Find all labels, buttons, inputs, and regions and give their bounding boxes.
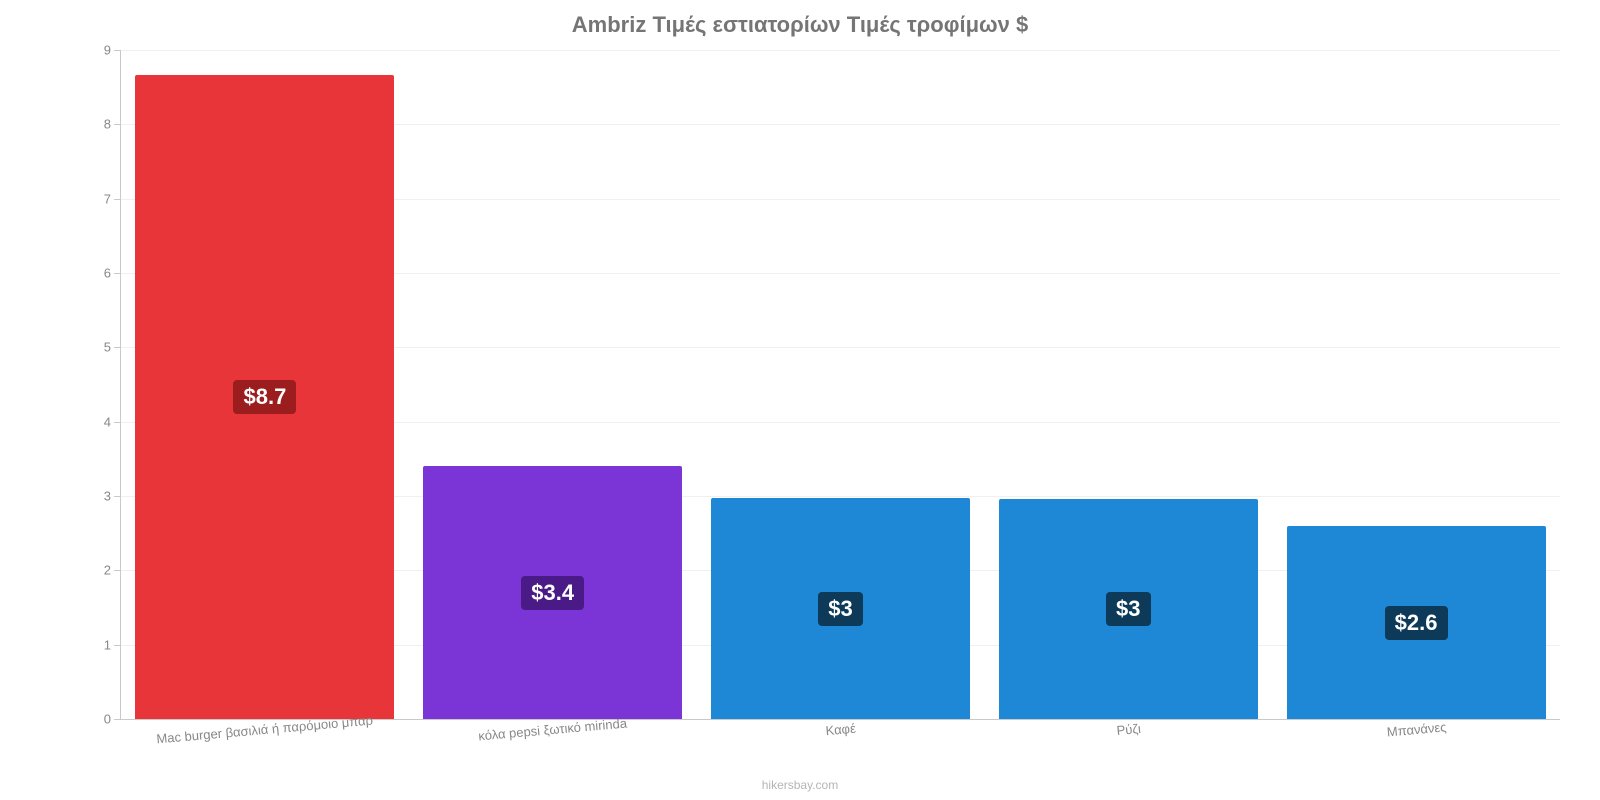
y-tick-label: 7 [81,191,111,206]
bar-value-label: $2.6 [1385,606,1448,640]
x-axis-labels: Mac burger βασιλιά ή παρόμοιο μπαρκόλα p… [120,720,1560,776]
x-tick-label: Καφέ [825,721,856,739]
bar-slot: $2.6 [1272,50,1560,719]
x-label-slot: Μπανάνες [1272,720,1560,776]
bar: $8.7 [135,75,394,719]
y-tick-label: 0 [81,712,111,727]
y-tick [114,496,121,497]
y-tick [114,273,121,274]
x-tick-label: Μπανάνες [1386,719,1447,739]
chart-title: Ambriz Τιμές εστιατορίων Τιμές τροφίμων … [0,12,1600,38]
bar-slot: $3 [984,50,1272,719]
y-tick-label: 2 [81,563,111,578]
bar-slot: $3 [697,50,985,719]
y-tick [114,124,121,125]
x-label-slot: Ρύζι [984,720,1272,776]
x-label-slot: Καφέ [696,720,984,776]
y-tick-label: 4 [81,414,111,429]
y-tick [114,422,121,423]
bar-slot: $3.4 [409,50,697,719]
y-tick-label: 6 [81,266,111,281]
y-tick [114,570,121,571]
y-tick-label: 3 [81,489,111,504]
bar: $3 [999,499,1258,719]
bar-value-label: $3 [1106,592,1150,626]
x-label-slot: Mac burger βασιλιά ή παρόμοιο μπαρ [120,720,408,776]
bar-slot: $8.7 [121,50,409,719]
y-tick [114,347,121,348]
plot-area: $8.7$3.4$3$3$2.6 0123456789 [120,50,1560,720]
y-tick-label: 8 [81,117,111,132]
bar-value-label: $3.4 [521,576,584,610]
bar: $3.4 [423,466,682,719]
x-tick-label: κόλα pepsi ξωτικό mirinda [478,716,628,744]
y-tick [114,199,121,200]
bar-chart: Ambriz Τιμές εστιατορίων Τιμές τροφίμων … [0,0,1600,800]
y-tick [114,50,121,51]
bar-value-label: $8.7 [233,380,296,414]
y-tick-label: 9 [81,43,111,58]
attribution-text: hikersbay.com [0,778,1600,792]
y-tick-label: 5 [81,340,111,355]
y-tick [114,645,121,646]
bar-value-label: $3 [818,592,862,626]
x-tick-label: Ρύζι [1116,721,1141,738]
bar: $3 [711,498,970,719]
y-tick-label: 1 [81,637,111,652]
bars-container: $8.7 $3.4 $3 $3 $2.6 [121,50,1560,719]
bar: $2.6 [1287,526,1546,719]
x-label-slot: κόλα pepsi ξωτικό mirinda [408,720,696,776]
